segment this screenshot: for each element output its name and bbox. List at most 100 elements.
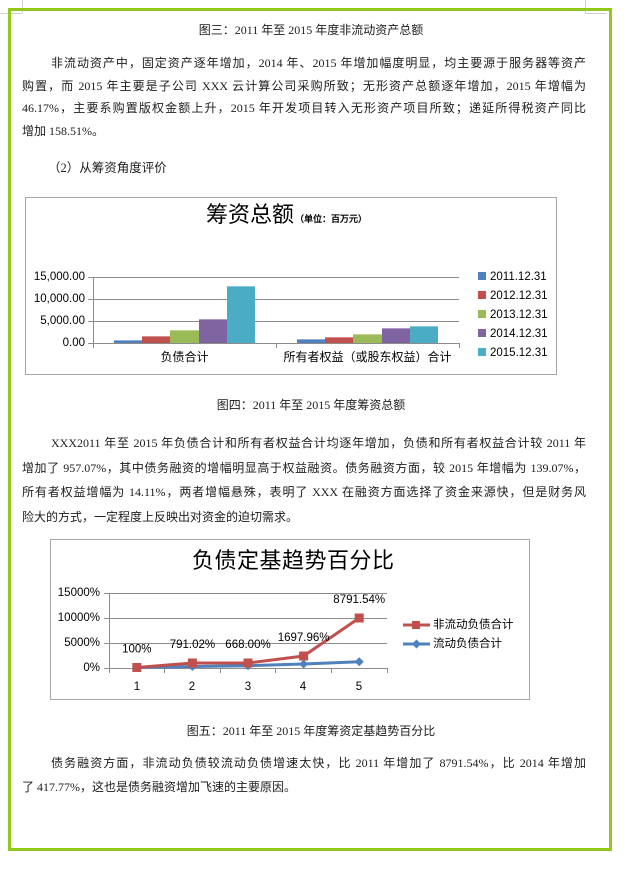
paragraph-line: 所有者权益增幅为 14.11%，两者增幅悬殊，表明了 XXX 在融资方面选择了资… [22, 485, 586, 500]
square-marker-icon [354, 613, 364, 623]
data-label: 668.00% [225, 639, 270, 651]
legend-item: 2014.12.31 [478, 327, 548, 341]
bar [296, 338, 325, 343]
legend-label: 非流动负债合计 [433, 619, 514, 631]
figure-3-caption: 图三：2011 年至 2015 年度非流动资产总额 [198, 23, 424, 37]
legend-swatch-icon [478, 310, 486, 318]
bar [381, 328, 411, 343]
gridline [104, 643, 387, 644]
y-axis-tick-label: 15,000.00 [33, 271, 85, 283]
page-border [8, 8, 612, 851]
y-axis-tick-label: 10,000.00 [33, 293, 85, 305]
paragraph-non-current-assets: 非流动资产中，固定资产逐年增加，2014 年、2015 年增加幅度明显，均主要源… [22, 52, 586, 143]
legend-swatch-icon [478, 329, 486, 337]
crop-mark-top-right-horizontal [585, 13, 606, 14]
y-axis-line [93, 277, 94, 343]
gridline [88, 321, 459, 322]
legend-diamond-marker-icon [403, 639, 430, 649]
crop-mark-top-right-vertical [585, 0, 586, 13]
bar [324, 337, 354, 343]
legend-label: 2014.12.31 [490, 328, 548, 340]
bar-plot-area [93, 277, 459, 343]
legend-item: 2011.12.31 [478, 270, 547, 284]
paragraph-line: 非流动资产中，固定资产逐年增加，2014 年、2015 年增加幅度明显，均主要源… [51, 56, 586, 70]
gridline [88, 277, 459, 278]
x-axis-tick [331, 668, 332, 673]
bar [227, 285, 256, 343]
paragraph-financing-total: XXX2011 年至 2015 年负债合计和所有者权益合计均逐年增加，负债和所有… [22, 431, 586, 530]
section-heading: （2）从筹资角度评价 [48, 161, 167, 175]
x-axis-tick [276, 343, 277, 348]
figure-5-caption: 图五：2011 年至 2015 年度筹资定基趋势百分比 [186, 724, 436, 738]
chart-title: 筹资总额（单位：百万元） [206, 202, 367, 232]
square-marker-icon [299, 651, 309, 661]
x-axis-tick [387, 668, 388, 673]
x-axis-tick-label: 2 [188, 681, 196, 693]
x-axis-tick-label: 5 [355, 681, 363, 693]
paragraph-line: 险大的方式，一定程度上反映出对资金的迫切需求。 [22, 510, 299, 525]
y-axis-tick-label: 5000% [64, 637, 100, 649]
data-label: 1697.96% [278, 632, 330, 644]
square-marker-icon [187, 658, 197, 668]
legend-label: 2013.12.31 [490, 309, 548, 321]
debt-trend-line-chart: 负债定基趋势百分比 15000% 10000% 5000% 0% 1 2 3 4… [50, 539, 530, 700]
data-label: 100% [122, 644, 151, 656]
paragraph-line: 增加 158.51%。 [22, 124, 104, 139]
legend-label: 2015.12.31 [490, 347, 548, 359]
crop-mark-top-left-horizontal [0, 13, 22, 14]
legend-square-marker-icon [403, 621, 430, 629]
x-axis-tick [93, 343, 94, 348]
x-axis-line [104, 668, 387, 669]
x-axis-tick [459, 343, 460, 348]
category-label: 所有者权益（或股东权益）合计 [283, 350, 452, 364]
crop-mark-top-left-vertical [22, 0, 23, 13]
legend-item: 非流动负债合计 [403, 618, 514, 632]
legend-label: 流动负债合计 [433, 638, 502, 650]
legend-label: 2011.12.31 [490, 271, 547, 283]
paragraph-line: 债务融资方面，非流动负债较流动负债增速太快，比 2011 年增加了 8791.5… [51, 756, 586, 770]
x-axis-tick-label: 3 [244, 681, 252, 693]
paragraph-line: XXX2011 年至 2015 年负债合计和所有者权益合计均逐年增加，负债和所有… [51, 436, 586, 450]
chart-title: 负债定基趋势百分比 [192, 548, 395, 573]
data-label: 8791.54% [333, 594, 385, 606]
x-axis-tick [164, 668, 165, 673]
legend-label: 2012.12.31 [490, 290, 548, 302]
financing-total-bar-chart: 筹资总额（单位：百万元） 15,000.00 10,000.00 5,000.0… [25, 197, 557, 375]
x-axis-line [88, 343, 459, 344]
figure-4-caption: 图四：2011 年至 2015 年度筹资总额 [216, 398, 406, 412]
paragraph-line: 增加了 957.07%，其中债务融资的增幅明显高于权益融资。债务融资方面，较 2… [22, 460, 586, 475]
legend-swatch-icon [478, 348, 486, 356]
y-axis-tick-label: 0.00 [62, 337, 85, 349]
square-marker-icon [243, 658, 253, 668]
x-axis-tick [275, 668, 276, 673]
paragraph-debt-financing: 债务融资方面，非流动负债较流动负债增速太快，比 2011 年增加了 8791.5… [22, 751, 586, 799]
diamond-marker-icon [299, 659, 309, 669]
square-marker-icon [132, 663, 142, 672]
bar [410, 325, 439, 343]
gridline [104, 618, 387, 619]
legend-item: 流动负债合计 [403, 637, 502, 651]
bar [113, 340, 142, 343]
paragraph-line: 46.17%，主要系购置版权金额上升，2015 年开发项目转入无形资产项目所致；… [22, 101, 586, 116]
line-plot-area: 100% 791.02% 668.00% 1697.96% 8791.54% [122, 594, 385, 672]
category-label: 负债合计 [160, 350, 209, 364]
legend-item: 2012.12.31 [478, 289, 548, 303]
bar [198, 319, 228, 343]
gridline [104, 593, 387, 594]
chart-title-text: 筹资总额 [206, 202, 295, 227]
y-axis-tick-label: 0% [83, 662, 100, 674]
x-axis-tick-label: 1 [133, 681, 141, 693]
gridline [88, 299, 459, 300]
y-axis-tick-label: 10000% [57, 612, 100, 624]
y-axis-line [109, 593, 110, 673]
paragraph-line: 购置，而 2015 年主要是子公司 XXX 云计算公司采购所致；无形资产总额逐年… [22, 78, 586, 93]
y-axis-tick-label: 15000% [57, 587, 100, 599]
data-label: 791.02% [170, 639, 215, 651]
y-axis-tick-label: 5,000.00 [40, 315, 85, 327]
legend-item: 2013.12.31 [478, 308, 548, 322]
legend-swatch-icon [478, 291, 486, 299]
legend-item: 2015.12.31 [478, 346, 548, 360]
paragraph-line: 了 417.77%，这也是债务融资增加飞速的主要原因。 [22, 780, 296, 794]
bar [170, 330, 199, 343]
x-axis-tick-label: 4 [299, 681, 307, 693]
